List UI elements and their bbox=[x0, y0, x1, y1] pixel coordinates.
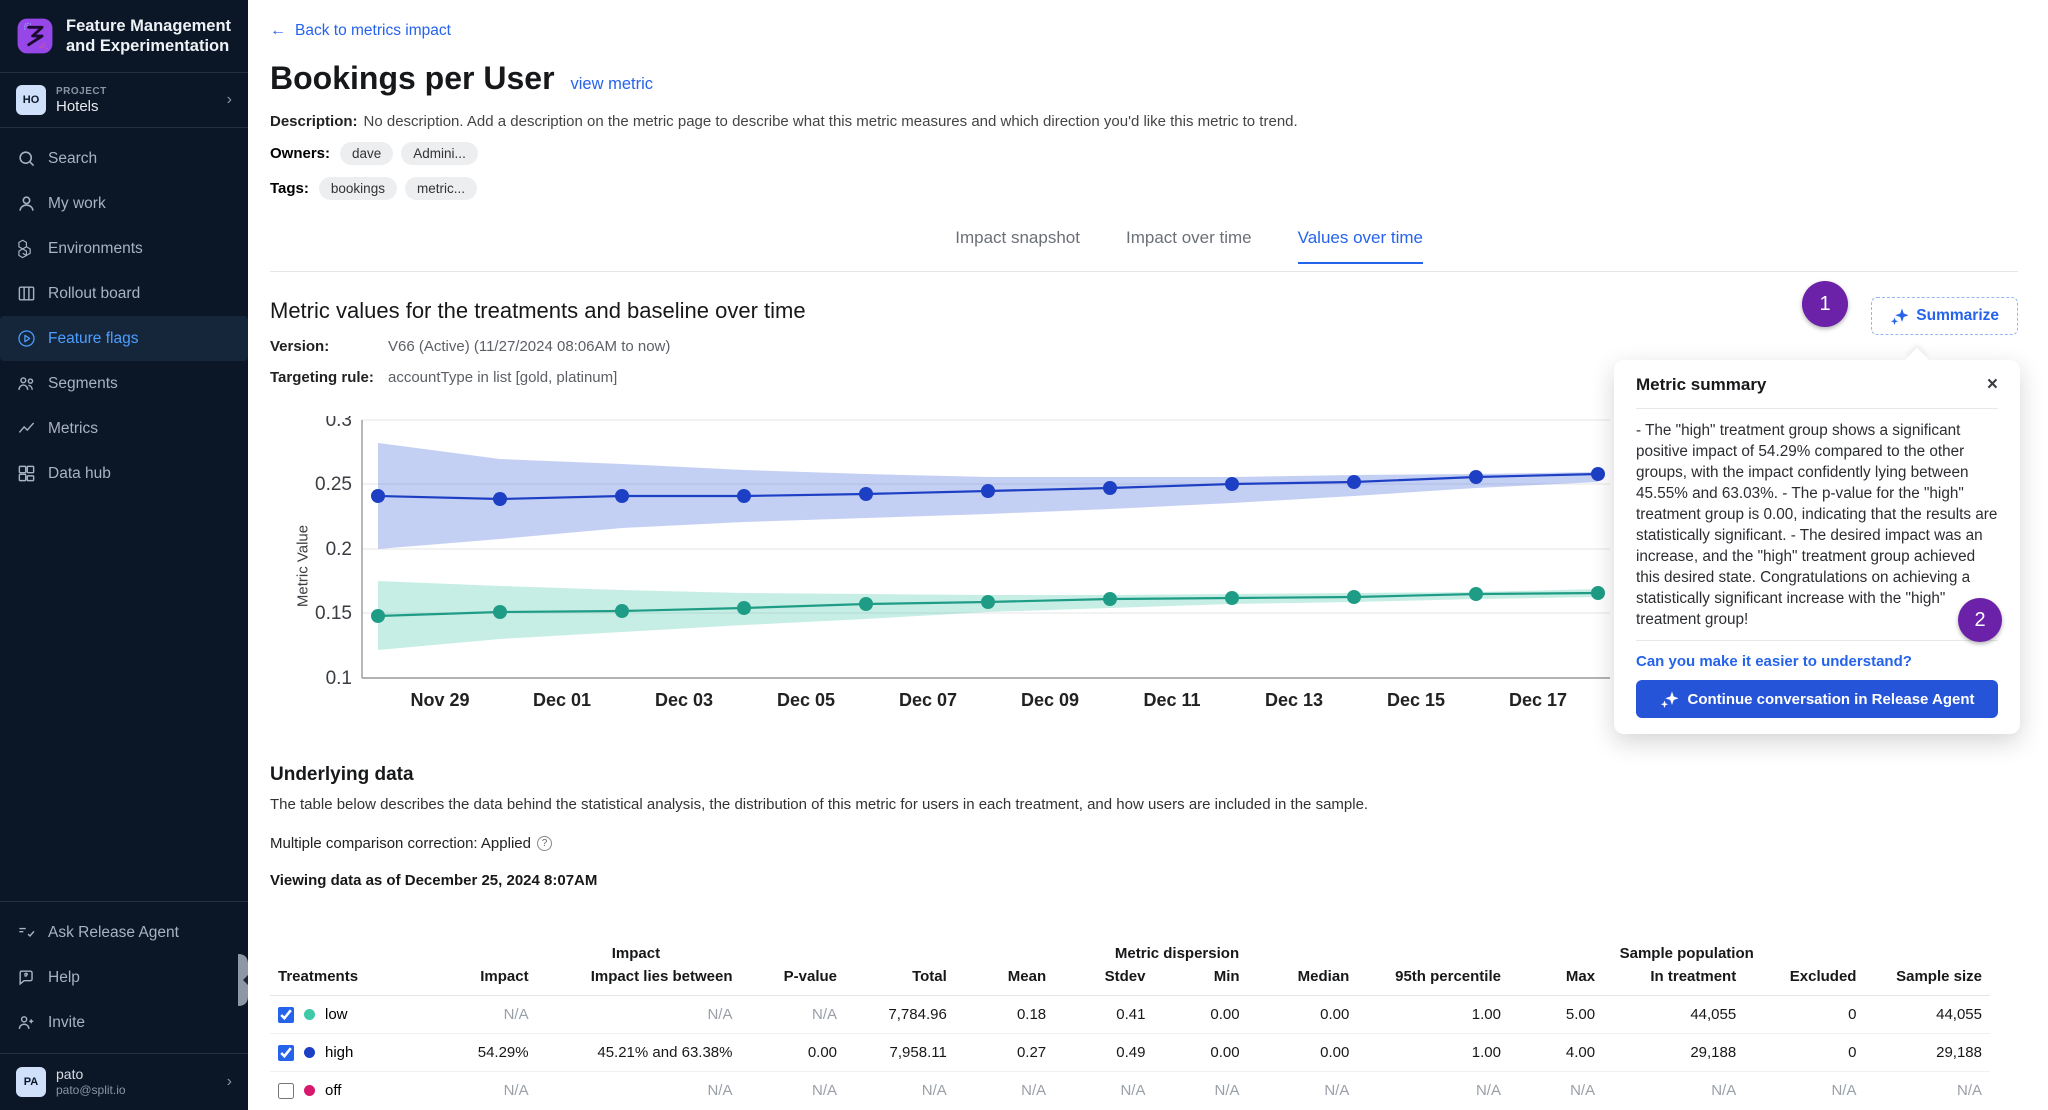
svg-text:Dec 17: Dec 17 bbox=[1509, 690, 1567, 710]
svg-text:0.25: 0.25 bbox=[315, 474, 352, 495]
svg-text:0.15: 0.15 bbox=[315, 603, 352, 624]
svg-text:0.3: 0.3 bbox=[326, 416, 352, 431]
svg-text:Dec 03: Dec 03 bbox=[655, 690, 713, 710]
svg-text:0.2: 0.2 bbox=[326, 539, 352, 560]
svg-text:Nov 29: Nov 29 bbox=[410, 690, 469, 710]
svg-text:Dec 01: Dec 01 bbox=[533, 690, 591, 710]
svg-text:Dec 15: Dec 15 bbox=[1387, 690, 1445, 710]
svg-text:Dec 05: Dec 05 bbox=[777, 690, 835, 710]
svg-text:Dec 07: Dec 07 bbox=[899, 690, 957, 710]
svg-text:Dec 09: Dec 09 bbox=[1021, 690, 1079, 710]
svg-text:Dec 11: Dec 11 bbox=[1143, 690, 1200, 710]
svg-text:Dec 13: Dec 13 bbox=[1265, 690, 1323, 710]
svg-text:0.1: 0.1 bbox=[326, 668, 352, 689]
